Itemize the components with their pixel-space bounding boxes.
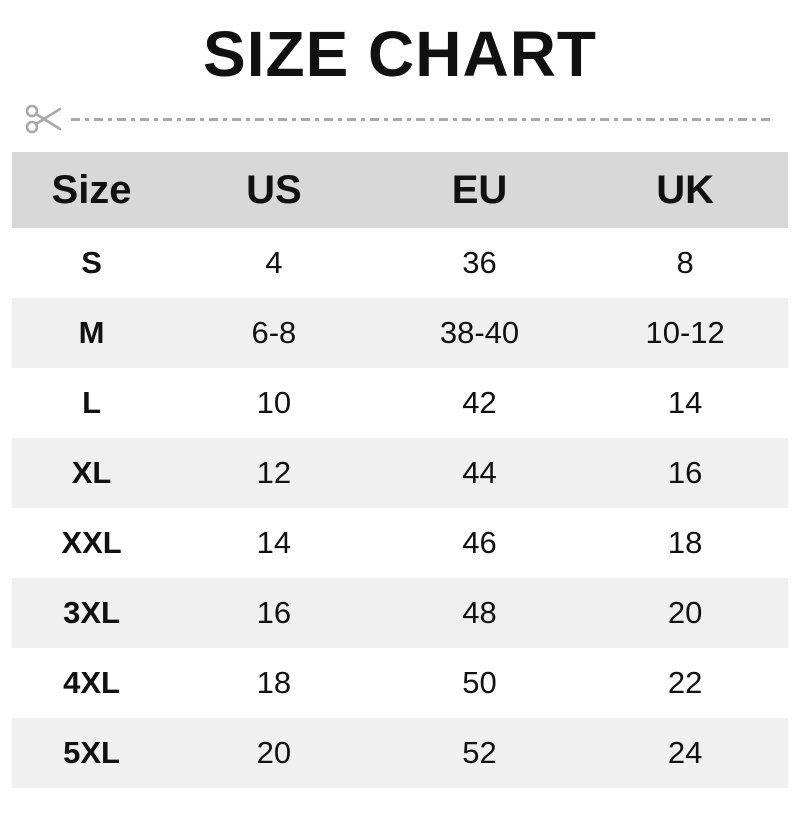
cell-uk: 22	[667, 665, 703, 700]
table-row: 4XL 18 50 22	[12, 648, 788, 718]
cell-uk: 16	[667, 455, 703, 490]
cell-us: 6-8	[251, 315, 297, 350]
cell-eu: 52	[462, 735, 497, 770]
dashed-cut-line	[71, 117, 775, 121]
cell-uk: 10-12	[645, 315, 725, 350]
scissors-icon	[25, 104, 62, 134]
cell-us: 4	[265, 245, 283, 280]
page-title: SIZE CHART	[203, 18, 597, 90]
cell-size: 4XL	[63, 665, 120, 700]
cell-size: 5XL	[63, 735, 120, 770]
cell-eu: 36	[462, 245, 497, 280]
cell-us: 10	[256, 385, 292, 420]
size-chart-table: Size US EU UK S 4 36 8 M 6-8 38-40 10-12…	[12, 152, 788, 788]
cell-us: 20	[256, 735, 292, 770]
col-header-eu: EU	[451, 167, 508, 212]
table-row: XXL 14 46 18	[12, 508, 788, 578]
cell-us: 12	[256, 455, 292, 490]
cell-uk: 18	[667, 525, 703, 560]
cell-uk: 20	[667, 595, 703, 630]
cell-uk: 8	[676, 245, 694, 280]
cut-line	[25, 100, 775, 138]
col-header-us: US	[246, 167, 302, 212]
cell-eu: 48	[462, 595, 497, 630]
col-header-size: Size	[51, 167, 132, 212]
col-header-uk: UK	[656, 167, 715, 212]
table-row: XL 12 44 16	[12, 438, 788, 508]
table-row: 3XL 16 48 20	[12, 578, 788, 648]
cell-size: L	[82, 385, 101, 420]
table-row: L 10 42 14	[12, 368, 788, 438]
cell-size: XL	[71, 455, 112, 490]
cell-size: M	[78, 315, 105, 350]
table-row: 5XL 20 52 24	[12, 718, 788, 788]
cell-eu: 38-40	[439, 315, 520, 350]
cell-uk: 24	[667, 735, 703, 770]
table-row: S 4 36 8	[12, 228, 788, 298]
cell-eu: 46	[462, 525, 497, 560]
cell-size: 3XL	[63, 595, 120, 630]
table-row: M 6-8 38-40 10-12	[12, 298, 788, 368]
cell-eu: 42	[462, 385, 497, 420]
table-header-row: Size US EU UK	[12, 152, 788, 228]
cell-us: 14	[256, 525, 292, 560]
cell-uk: 14	[667, 385, 703, 420]
cell-size: XXL	[61, 525, 122, 560]
cell-eu: 50	[462, 665, 497, 700]
cell-us: 16	[256, 595, 292, 630]
cell-us: 18	[256, 665, 292, 700]
cell-eu: 44	[462, 455, 497, 490]
cell-size: S	[81, 245, 102, 280]
